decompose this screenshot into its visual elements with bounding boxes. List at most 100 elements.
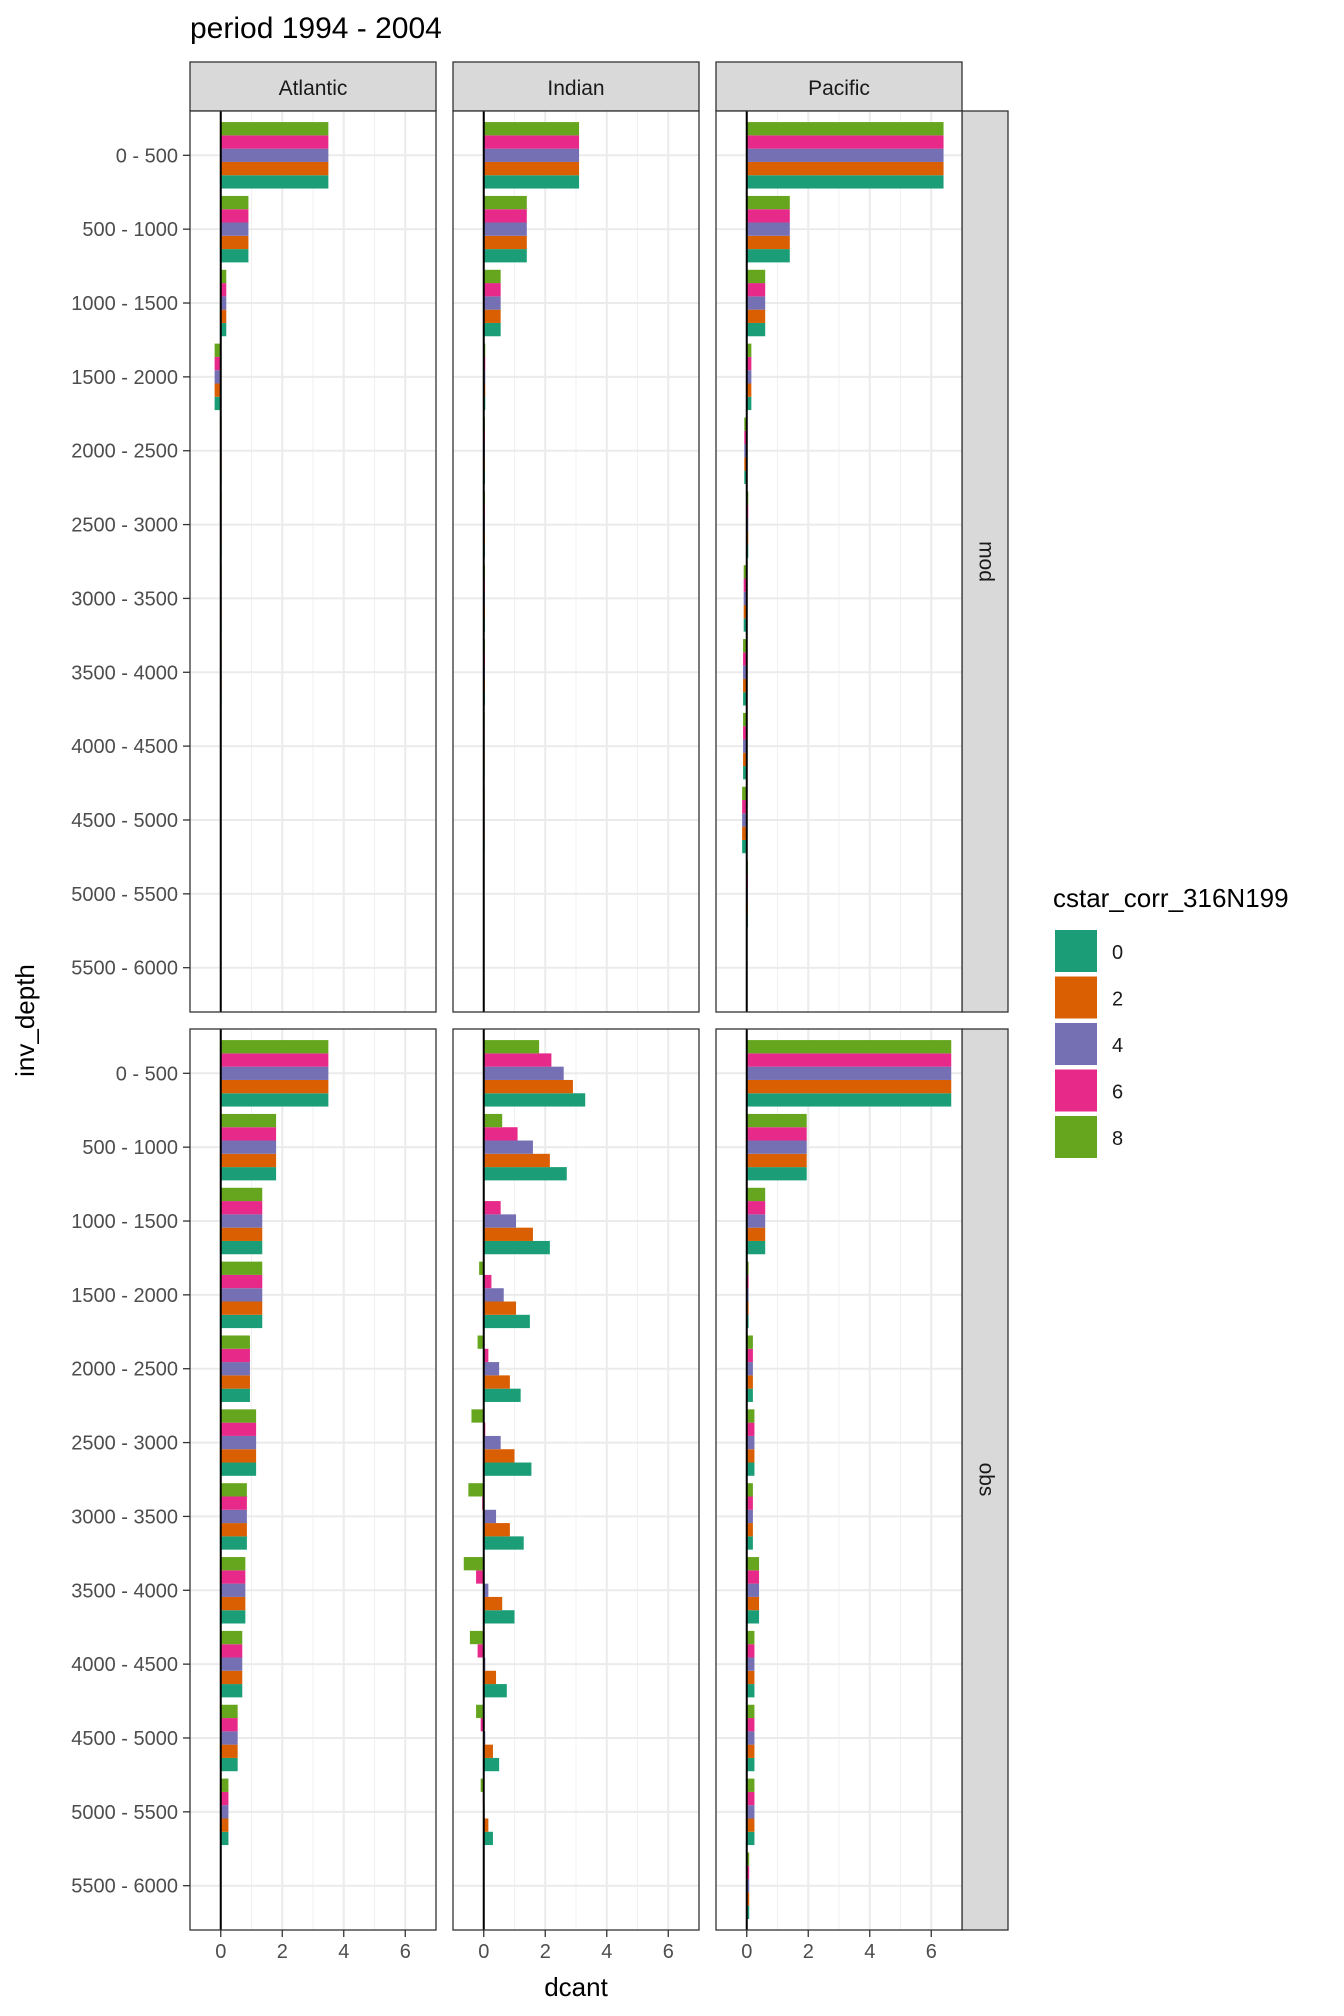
facet-strip-indian bbox=[452, 61, 700, 112]
bar-pacific-mod-1-4 bbox=[746, 222, 790, 236]
bar-atlantic-obs-1-8 bbox=[220, 1113, 277, 1128]
bar-pacific-mod-8-4 bbox=[743, 739, 747, 753]
bar-pacific-mod-7-4 bbox=[743, 665, 747, 679]
bar-pacific-obs-2-2 bbox=[746, 1227, 766, 1241]
bar-indian-obs-7-0 bbox=[483, 1610, 515, 1624]
bar-atlantic-obs-8-6 bbox=[220, 1644, 243, 1658]
legend-key-0 bbox=[1055, 930, 1097, 972]
bar-pacific-mod-8-8 bbox=[743, 712, 747, 727]
legend-key-8 bbox=[1055, 1116, 1097, 1158]
bar-atlantic-mod-0-0 bbox=[220, 175, 329, 189]
panel-border bbox=[189, 110, 437, 1013]
x-tick-label: 2 bbox=[540, 1941, 551, 1963]
bar-atlantic-mod-1-0 bbox=[220, 249, 249, 263]
bar-pacific-mod-2-4 bbox=[746, 296, 766, 310]
bar-indian-mod-2-6 bbox=[483, 283, 501, 297]
bar-indian-obs-5-0 bbox=[483, 1462, 532, 1476]
bar-atlantic-obs-4-6 bbox=[220, 1348, 250, 1363]
bar-pacific-mod-0-6 bbox=[746, 135, 944, 149]
bar-pacific-mod-4-6 bbox=[744, 430, 747, 445]
panel-border bbox=[189, 1028, 437, 1931]
bar-atlantic-obs-6-4 bbox=[220, 1509, 247, 1524]
bar-atlantic-obs-3-8 bbox=[220, 1261, 263, 1275]
bar-atlantic-obs-2-2 bbox=[220, 1227, 263, 1241]
bar-pacific-mod-6-2 bbox=[743, 605, 747, 619]
bar-pacific-mod-6-8 bbox=[743, 565, 747, 579]
bar-indian-obs-1-4 bbox=[483, 1140, 533, 1154]
bar-indian-obs-8-0 bbox=[483, 1684, 507, 1698]
x-tick-label: 2 bbox=[803, 1941, 814, 1963]
bar-atlantic-mod-0-2 bbox=[220, 161, 329, 176]
legend-label-2: 2 bbox=[1112, 989, 1123, 1011]
bar-indian-obs-4-8 bbox=[477, 1335, 484, 1349]
bar-indian-mod-0-0 bbox=[483, 175, 580, 189]
bar-pacific-obs-1-2 bbox=[746, 1153, 807, 1168]
bar-indian-obs-0-2 bbox=[483, 1079, 573, 1094]
bar-pacific-obs-2-6 bbox=[746, 1201, 766, 1215]
y-axis-title: inv_depth bbox=[10, 964, 40, 1077]
facet-label-mod: mod bbox=[974, 541, 997, 582]
bar-pacific-mod-1-6 bbox=[746, 209, 790, 223]
bar-pacific-mod-8-6 bbox=[743, 726, 747, 740]
bar-indian-obs-0-4 bbox=[483, 1066, 564, 1080]
bar-indian-mod-2-2 bbox=[483, 309, 501, 323]
bar-pacific-mod-6-0 bbox=[743, 618, 747, 632]
bar-pacific-obs-8-0 bbox=[746, 1684, 755, 1698]
bar-pacific-mod-6-4 bbox=[743, 591, 747, 606]
legend-label-6: 6 bbox=[1112, 1082, 1123, 1104]
bar-atlantic-obs-9-2 bbox=[220, 1744, 238, 1758]
bar-atlantic-obs-6-0 bbox=[220, 1536, 247, 1550]
facet-label-atlantic: Atlantic bbox=[279, 77, 348, 100]
bar-atlantic-obs-7-6 bbox=[220, 1570, 246, 1584]
bar-pacific-mod-3-2 bbox=[746, 383, 752, 397]
x-tick-label: 6 bbox=[663, 1941, 674, 1963]
bar-atlantic-mod-2-8 bbox=[220, 269, 227, 284]
bar-pacific-obs-9-4 bbox=[746, 1731, 755, 1745]
bar-pacific-obs-4-2 bbox=[746, 1375, 753, 1389]
bar-atlantic-mod-3-0 bbox=[214, 396, 221, 411]
bar-pacific-mod-2-2 bbox=[746, 309, 766, 323]
bar-pacific-mod-7-0 bbox=[743, 692, 747, 706]
bar-pacific-mod-7-8 bbox=[743, 639, 747, 653]
bar-pacific-obs-2-4 bbox=[746, 1214, 766, 1228]
bar-indian-mod-2-0 bbox=[483, 322, 501, 337]
y-tick-label: 4000 - 4500 bbox=[71, 736, 178, 758]
y-tick-label: 2000 - 2500 bbox=[71, 441, 178, 463]
bar-pacific-obs-1-0 bbox=[746, 1167, 807, 1181]
bar-indian-mod-2-4 bbox=[483, 296, 501, 310]
x-tick-label: 4 bbox=[338, 1941, 349, 1963]
facet-strip-obs bbox=[961, 1028, 1009, 1931]
bar-pacific-obs-8-6 bbox=[746, 1644, 755, 1658]
legend-label-8: 8 bbox=[1112, 1128, 1123, 1150]
bar-pacific-obs-5-8 bbox=[746, 1409, 755, 1423]
bar-pacific-mod-9-4 bbox=[742, 813, 747, 827]
bar-atlantic-mod-2-0 bbox=[220, 322, 227, 337]
bar-indian-obs-0-8 bbox=[483, 1040, 540, 1054]
bar-pacific-obs-5-6 bbox=[746, 1422, 755, 1436]
y-tick-label: 5000 - 5500 bbox=[71, 884, 178, 906]
bar-indian-obs-1-8 bbox=[483, 1113, 503, 1128]
bar-pacific-mod-6-6 bbox=[743, 578, 747, 592]
x-tick-label: 0 bbox=[741, 1941, 752, 1963]
panel-atlantic-mod bbox=[189, 110, 437, 1013]
y-tick-label: 2500 - 3000 bbox=[71, 515, 178, 537]
bar-pacific-obs-0-4 bbox=[746, 1066, 952, 1080]
bar-atlantic-obs-7-4 bbox=[220, 1583, 246, 1597]
bar-pacific-mod-4-0 bbox=[744, 470, 747, 484]
bar-indian-obs-4-2 bbox=[483, 1375, 510, 1389]
bar-pacific-obs-0-2 bbox=[746, 1079, 952, 1094]
bar-pacific-obs-5-2 bbox=[746, 1449, 755, 1463]
bar-indian-obs-4-0 bbox=[483, 1388, 521, 1402]
bar-atlantic-obs-0-2 bbox=[220, 1079, 329, 1094]
bar-indian-mod-0-2 bbox=[483, 161, 580, 176]
bar-pacific-obs-0-6 bbox=[746, 1053, 952, 1067]
bar-indian-obs-6-8 bbox=[468, 1483, 484, 1497]
bar-indian-mod-1-2 bbox=[483, 235, 527, 250]
bar-atlantic-obs-8-4 bbox=[220, 1657, 243, 1671]
panel-border bbox=[452, 110, 700, 1013]
y-tick-label: 1000 - 1500 bbox=[71, 1211, 178, 1233]
bar-pacific-obs-4-0 bbox=[746, 1388, 753, 1402]
bar-atlantic-obs-10-0 bbox=[220, 1831, 229, 1846]
bar-atlantic-obs-3-2 bbox=[220, 1301, 263, 1315]
bar-atlantic-obs-3-6 bbox=[220, 1274, 263, 1289]
